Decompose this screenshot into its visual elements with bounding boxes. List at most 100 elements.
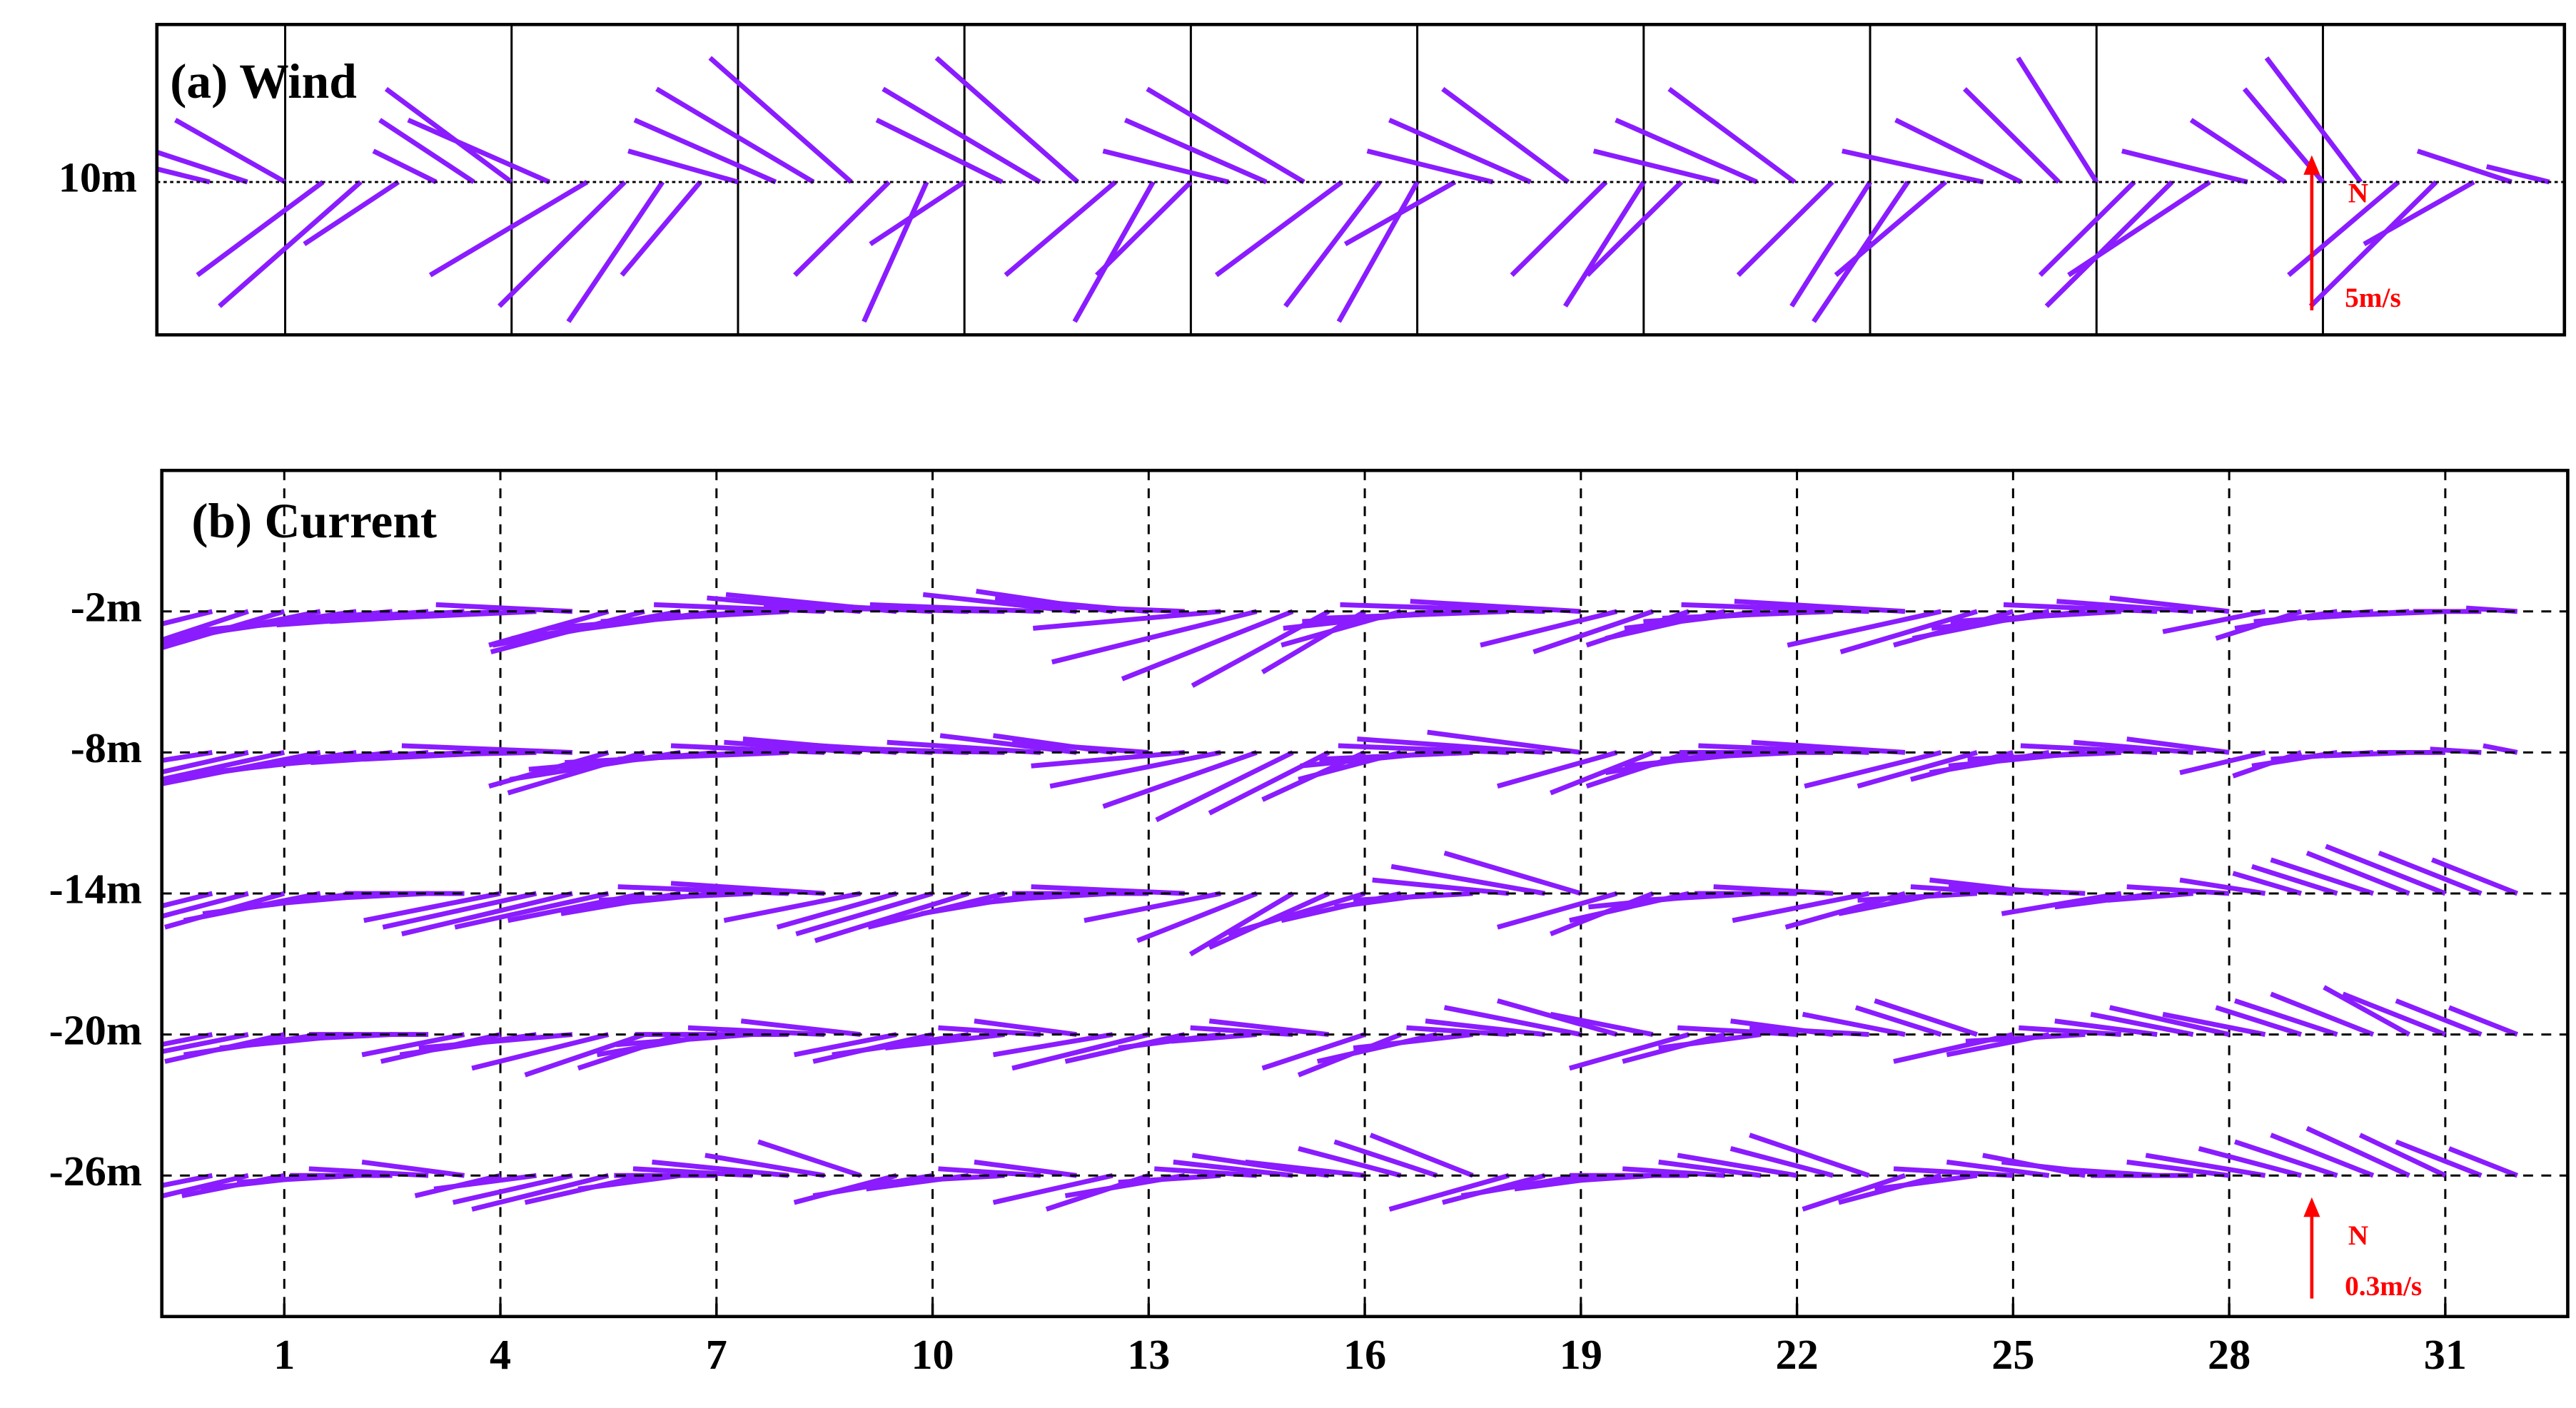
arrow-head	[2303, 155, 2320, 175]
stick	[1562, 181, 1646, 308]
stick	[161, 750, 286, 782]
x-tick-label: 25	[1991, 1331, 2034, 1378]
panel: 10m (a) Wind N 5m/s	[59, 23, 2567, 337]
y-tick-label: -26m	[49, 1148, 142, 1195]
stick	[2305, 1125, 2410, 1178]
stick	[1497, 891, 1618, 930]
stick	[1662, 609, 1834, 621]
stick	[2342, 991, 2447, 1037]
panel: 1 4 7 10 13 16 19 22 25 28 31 -2m -8m -14m -20m -26m (b)…	[49, 468, 2570, 1378]
x-tick-label: 22	[1776, 1331, 1819, 1378]
stick	[1388, 1173, 1510, 1212]
stick	[1118, 1173, 1221, 1185]
stick	[372, 148, 438, 185]
x-tick-label: 7	[706, 1331, 727, 1378]
stick	[2264, 56, 2363, 184]
stick	[1357, 736, 1545, 755]
stick	[1749, 1025, 1869, 1038]
stick	[2395, 1139, 2482, 1178]
stick	[1894, 118, 2023, 185]
stick	[2395, 998, 2482, 1037]
north-label: N	[2348, 1220, 2368, 1251]
stick	[2270, 991, 2375, 1037]
stick	[471, 1173, 610, 1212]
stick	[497, 180, 627, 308]
stick	[161, 750, 213, 764]
stick	[1188, 891, 1294, 957]
stick	[452, 1173, 573, 1205]
stick	[1510, 180, 1608, 277]
stick	[992, 1032, 1113, 1058]
stick	[862, 181, 929, 323]
stick	[633, 117, 777, 185]
stick	[378, 118, 475, 184]
stick	[1802, 1011, 1906, 1037]
stick	[1568, 1032, 1690, 1071]
stick	[1425, 1018, 1545, 1038]
stick	[1441, 86, 1570, 184]
stick	[2323, 985, 2411, 1037]
panel-title: (b) Current	[191, 493, 437, 548]
stick	[1749, 1133, 1870, 1178]
stick	[1049, 750, 1221, 789]
sticks	[161, 589, 2519, 1212]
stick	[1353, 891, 1473, 903]
stick	[1734, 599, 1906, 614]
stick	[2107, 891, 2193, 903]
stick	[793, 180, 891, 277]
stick	[884, 1173, 1005, 1185]
stick	[793, 1032, 897, 1058]
stick	[652, 1159, 789, 1178]
x-tick-label: 19	[1560, 1331, 1602, 1378]
stick	[161, 891, 213, 909]
stick	[1950, 609, 2121, 624]
stick	[1834, 180, 1948, 278]
stick	[1298, 1146, 1402, 1178]
stick	[1072, 181, 1156, 323]
stick	[1736, 180, 1834, 277]
stick	[670, 743, 825, 755]
stick	[2325, 844, 2447, 896]
stick	[2251, 863, 2338, 896]
stick	[1550, 1011, 1654, 1037]
sticks	[156, 56, 2550, 323]
stick	[1857, 750, 1978, 789]
stick	[1051, 609, 1258, 665]
stick	[1839, 609, 1978, 654]
stick	[2020, 743, 2158, 755]
stick	[1842, 148, 1984, 185]
y-tick-label: -2m	[71, 584, 142, 631]
plot-frame	[155, 23, 2567, 337]
plot-frame	[160, 468, 2570, 1319]
y-tick-label: -8m	[71, 724, 142, 771]
stick	[2003, 602, 2158, 614]
stick	[1480, 609, 1618, 648]
stick	[1366, 148, 1494, 185]
stick	[922, 592, 1077, 614]
stick	[1946, 1159, 2050, 1178]
stick	[1084, 891, 1221, 923]
stick	[1443, 1005, 1582, 1037]
stick	[2145, 1153, 2266, 1178]
stick	[1031, 749, 1186, 769]
stick	[1460, 1173, 1582, 1198]
stick	[173, 118, 287, 185]
stick	[418, 1032, 573, 1050]
stick	[2233, 1139, 2338, 1178]
stick	[740, 1018, 862, 1038]
stick	[1136, 891, 1258, 943]
stick	[1532, 609, 1654, 654]
stick	[1443, 850, 1582, 896]
stick	[2044, 180, 2174, 308]
stick	[2308, 180, 2438, 308]
stick	[1732, 891, 1870, 923]
stick	[884, 1032, 1005, 1050]
stick	[2448, 1005, 2519, 1037]
stick	[1154, 1166, 1257, 1178]
stick	[156, 149, 248, 185]
stick	[1123, 117, 1268, 185]
stick	[814, 891, 970, 943]
stick	[2305, 851, 2410, 896]
stick	[875, 118, 1004, 185]
stick	[1667, 86, 1797, 184]
